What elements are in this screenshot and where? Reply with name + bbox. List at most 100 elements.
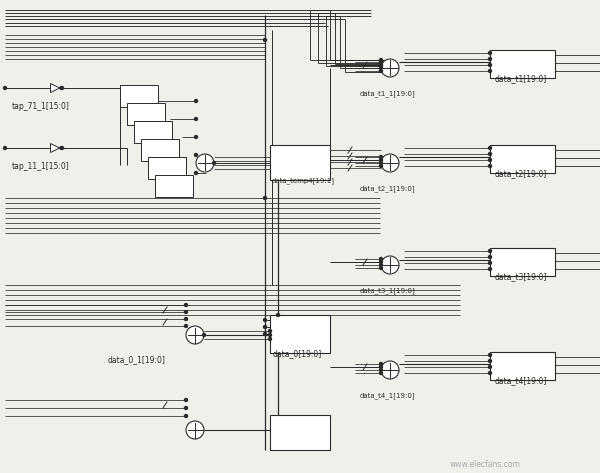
Circle shape — [488, 147, 491, 149]
Bar — [490, 352, 555, 380]
Circle shape — [380, 257, 383, 261]
Circle shape — [380, 266, 383, 270]
Circle shape — [380, 263, 383, 266]
Text: data_t1_1[19:0]: data_t1_1[19:0] — [360, 90, 416, 97]
Circle shape — [269, 338, 271, 341]
Circle shape — [59, 147, 62, 149]
Text: data_0_1[19:0]: data_0_1[19:0] — [108, 355, 166, 364]
Circle shape — [185, 398, 187, 402]
Circle shape — [488, 249, 491, 253]
Circle shape — [381, 154, 399, 172]
Circle shape — [380, 64, 383, 68]
Bar — [134, 121, 172, 143]
Circle shape — [263, 318, 266, 322]
Circle shape — [196, 154, 214, 172]
Circle shape — [277, 314, 280, 316]
Polygon shape — [50, 143, 59, 152]
Circle shape — [186, 326, 204, 344]
Circle shape — [380, 362, 383, 366]
Circle shape — [380, 368, 383, 371]
Bar — [270, 415, 330, 450]
Circle shape — [488, 70, 491, 72]
Circle shape — [380, 59, 383, 61]
Circle shape — [380, 366, 383, 368]
Text: data_t3[19:0]: data_t3[19:0] — [495, 272, 547, 281]
Text: data_t2_1[19:0]: data_t2_1[19:0] — [360, 185, 416, 192]
Circle shape — [59, 87, 62, 89]
Circle shape — [61, 87, 64, 89]
Circle shape — [488, 58, 491, 61]
Circle shape — [185, 304, 187, 307]
Bar — [127, 103, 165, 125]
Text: data_temp4[19:1]: data_temp4[19:1] — [272, 177, 335, 184]
Circle shape — [185, 324, 187, 327]
Circle shape — [488, 353, 491, 357]
Circle shape — [4, 147, 7, 149]
Bar — [148, 157, 186, 179]
Bar — [155, 175, 193, 197]
Circle shape — [185, 414, 187, 418]
Text: data_t1[19:0]: data_t1[19:0] — [495, 74, 547, 83]
Circle shape — [380, 61, 383, 64]
Text: data_0[19:0]: data_0[19:0] — [273, 349, 322, 358]
Circle shape — [381, 256, 399, 274]
Circle shape — [488, 158, 491, 161]
Circle shape — [381, 59, 399, 77]
Bar — [490, 50, 555, 78]
Circle shape — [263, 196, 266, 200]
Text: data_t2[19:0]: data_t2[19:0] — [495, 169, 547, 178]
Text: tap_11_1[15:0]: tap_11_1[15:0] — [12, 162, 70, 171]
Text: tap_71_1[15:0]: tap_71_1[15:0] — [12, 102, 70, 111]
Circle shape — [488, 255, 491, 259]
Circle shape — [194, 154, 197, 157]
Bar — [490, 145, 555, 173]
Circle shape — [380, 67, 383, 70]
Polygon shape — [50, 84, 59, 93]
Circle shape — [380, 165, 383, 167]
Circle shape — [380, 371, 383, 375]
Circle shape — [185, 317, 187, 321]
Circle shape — [488, 268, 491, 271]
Circle shape — [380, 158, 383, 161]
Circle shape — [488, 52, 491, 54]
Circle shape — [212, 161, 215, 165]
Circle shape — [186, 421, 204, 439]
Circle shape — [380, 161, 383, 165]
Circle shape — [194, 135, 197, 139]
Circle shape — [380, 156, 383, 158]
Circle shape — [61, 147, 64, 149]
Circle shape — [263, 325, 266, 329]
Circle shape — [185, 406, 187, 410]
Circle shape — [488, 262, 491, 264]
Circle shape — [380, 261, 383, 263]
Circle shape — [380, 63, 383, 67]
Text: data_t3_1[19:0]: data_t3_1[19:0] — [360, 287, 416, 294]
Bar — [120, 85, 158, 107]
Circle shape — [194, 172, 197, 175]
Circle shape — [488, 359, 491, 362]
Circle shape — [488, 371, 491, 375]
Circle shape — [263, 333, 266, 335]
Circle shape — [488, 165, 491, 167]
Circle shape — [488, 152, 491, 156]
Circle shape — [4, 87, 7, 89]
Bar — [270, 145, 330, 180]
Circle shape — [381, 361, 399, 379]
Bar — [490, 248, 555, 276]
Circle shape — [194, 99, 197, 103]
Circle shape — [380, 70, 383, 72]
Circle shape — [488, 63, 491, 67]
Bar — [141, 139, 179, 161]
Circle shape — [194, 117, 197, 121]
Text: www.elecfans.com: www.elecfans.com — [450, 460, 521, 469]
Circle shape — [203, 333, 205, 336]
Text: data_t4_1[19:0]: data_t4_1[19:0] — [360, 392, 416, 399]
Circle shape — [269, 333, 271, 336]
Circle shape — [263, 38, 266, 42]
Circle shape — [269, 330, 271, 333]
Circle shape — [185, 310, 187, 314]
Text: data_t4[19:0]: data_t4[19:0] — [495, 376, 547, 385]
Bar — [270, 315, 330, 353]
Circle shape — [488, 366, 491, 368]
Circle shape — [380, 61, 383, 63]
